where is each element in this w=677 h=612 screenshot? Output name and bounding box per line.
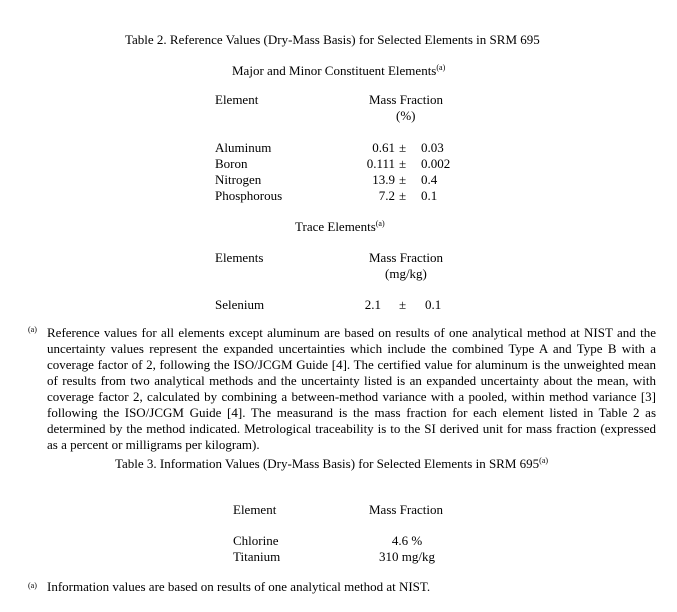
trace-section-heading: Trace Elements(a) [295, 219, 385, 235]
footnote-marker: (a) [28, 581, 37, 590]
col-mass-fraction: Mass Fraction [369, 92, 444, 107]
mass-fraction-value: 2.1 [364, 297, 381, 312]
col-element: Element [215, 92, 259, 107]
footnote-ref: (a) [539, 456, 549, 465]
mass-fraction-value: 0.61 [372, 140, 395, 155]
element-name: Nitrogen [215, 172, 262, 187]
plus-minus-sign: ± [399, 297, 407, 312]
element-name: Phosphorous [215, 188, 283, 203]
uncertainty-value: 0.03 [421, 140, 444, 155]
col-elements: Elements [215, 250, 264, 265]
information-value: 4.6 % [391, 533, 423, 548]
title-text: Table 3. Information Values (Dry-Mass Ba… [115, 456, 540, 471]
uncertainty-value: 0.4 [421, 172, 438, 187]
uncertainty-value: 0.1 [421, 188, 438, 203]
plus-minus-sign: ± [399, 140, 407, 155]
element-name: Boron [215, 156, 248, 171]
plus-minus-sign: ± [399, 156, 407, 171]
col-mass-fraction: Mass Fraction [369, 502, 444, 517]
uncertainty-value: 0.1 [425, 297, 442, 312]
uncertainty-value: 0.002 [421, 156, 451, 171]
footnote-ref: (a) [375, 219, 385, 228]
col-unit: (%) [396, 108, 416, 123]
mass-fraction-value: 0.111 [366, 156, 395, 171]
information-value: 310 mg/kg [379, 549, 435, 564]
plus-minus-sign: ± [399, 188, 407, 203]
plus-minus-sign: ± [399, 172, 407, 187]
footnote-marker: (a) [28, 325, 37, 334]
col-element: Element [233, 502, 277, 517]
table3-title: Table 3. Information Values (Dry-Mass Ba… [115, 456, 548, 472]
col-mass-fraction: Mass Fraction [369, 250, 444, 265]
table2-footnote: Reference values for all elements except… [47, 325, 656, 452]
heading-text: Major and Minor Constituent Elements [232, 63, 437, 78]
table2-title: Table 2. Reference Values (Dry-Mass Basi… [125, 32, 540, 47]
element-name: Titanium [233, 549, 281, 564]
mass-fraction-value: 13.9 [372, 172, 395, 187]
element-name: Aluminum [215, 140, 272, 155]
element-name: Chlorine [233, 533, 279, 548]
footnote-ref: (a) [436, 63, 446, 72]
col-unit: (mg/kg) [385, 266, 427, 281]
element-name: Selenium [215, 297, 265, 312]
heading-text: Trace Elements [295, 219, 376, 234]
table3-footnote: Information values are based on results … [47, 579, 431, 594]
mass-fraction-value: 7.2 [378, 188, 395, 203]
major-section-heading: Major and Minor Constituent Elements(a) [232, 63, 445, 79]
